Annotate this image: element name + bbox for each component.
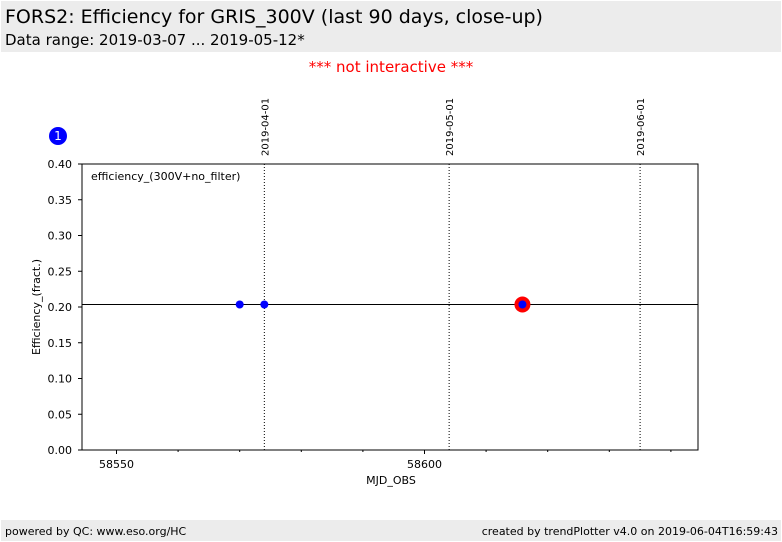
- y-tick-label: 0.35: [48, 194, 73, 207]
- data-point: [260, 300, 269, 309]
- date-marker-label: 2019-06-01: [636, 98, 647, 156]
- y-tick-label: 0.10: [48, 373, 73, 386]
- page-title: FORS2: Efficiency for GRIS_300V (last 90…: [5, 6, 543, 28]
- y-tick-label: 0.40: [48, 158, 73, 171]
- badge-number: 1: [54, 129, 62, 143]
- data-point: [235, 300, 244, 309]
- not-interactive-notice: *** not interactive ***: [308, 58, 474, 76]
- y-tick-label: 0.00: [48, 444, 73, 457]
- y-tick-label: 0.15: [48, 337, 73, 350]
- footer-credit: powered by QC: www.eso.org/HC: [5, 525, 187, 538]
- efficiency-chart: 2019-04-01 2019-05-01 2019-06-01 0.000.050…: [30, 98, 699, 487]
- data-range-subtitle: Data range: 2019-03-07 ... 2019-05-12*: [5, 31, 305, 49]
- date-marker-label: 2019-04-01: [260, 98, 271, 156]
- y-axis: 0.00 0.05 0.10 0.15 0.20 0.25 0.30 0.35 0.40: [48, 158, 82, 457]
- x-tick-label: 58550: [99, 458, 134, 471]
- plot-frame: [81, 163, 699, 451]
- series-legend-text: efficiency_(300V+no_filter): [91, 170, 240, 183]
- y-tick-label: 0.30: [48, 230, 73, 243]
- panel-number-badge: 1: [49, 127, 67, 145]
- date-markers: 2019-04-01 2019-05-01 2019-06-01: [260, 98, 647, 450]
- x-tick-label: 58600: [407, 458, 442, 471]
- footer-created-by: created by trendPlotter v4.0 on 2019-06-…: [481, 525, 778, 538]
- y-tick-label: 0.05: [48, 408, 73, 421]
- x-axis-label: MJD_OBS: [366, 474, 416, 487]
- y-tick-label: 0.25: [48, 265, 73, 278]
- y-tick-label: 0.20: [48, 301, 73, 314]
- data-point: [518, 300, 527, 309]
- badge-circle: [49, 127, 67, 145]
- y-axis-label: Efficiency_(fract.): [30, 259, 43, 355]
- x-axis: 58550 58600: [99, 450, 672, 471]
- date-marker-label: 2019-05-01: [445, 98, 456, 156]
- header-band: FORS2: Efficiency for GRIS_300V (last 90…: [1, 1, 781, 52]
- data-points: [235, 296, 531, 313]
- footer-band: powered by QC: www.eso.org/HC created by…: [1, 520, 781, 541]
